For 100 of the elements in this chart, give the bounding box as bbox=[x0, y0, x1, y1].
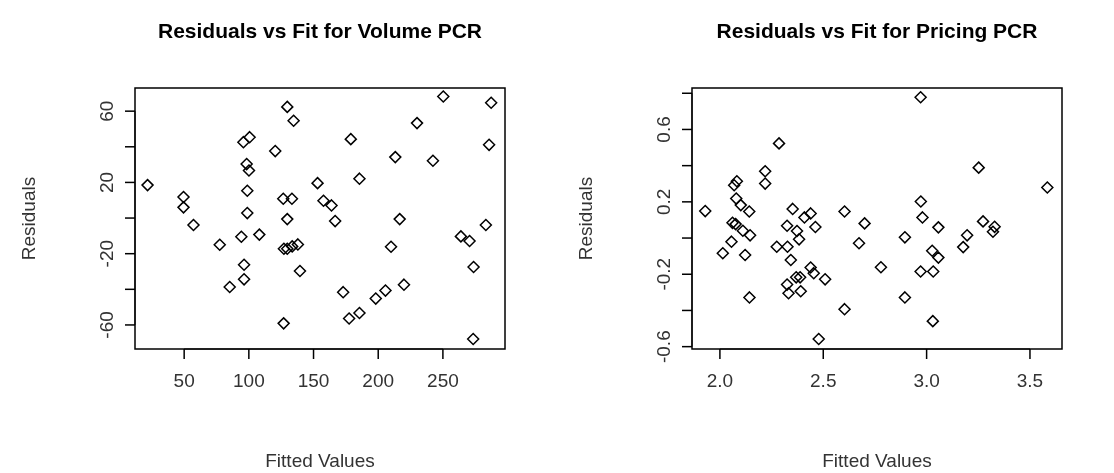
point bbox=[812, 332, 825, 346]
point bbox=[758, 177, 772, 190]
point bbox=[285, 192, 299, 206]
point bbox=[725, 235, 738, 248]
point bbox=[743, 291, 756, 304]
point bbox=[794, 285, 807, 298]
point bbox=[237, 135, 250, 149]
y-tick-label: 0.2 bbox=[653, 188, 674, 216]
point bbox=[353, 306, 366, 320]
point bbox=[463, 234, 476, 248]
point bbox=[285, 240, 299, 253]
y-tick-label: -60 bbox=[96, 311, 117, 339]
point bbox=[277, 192, 290, 206]
x-tick-label: 150 bbox=[297, 370, 330, 391]
point bbox=[241, 184, 254, 198]
point bbox=[736, 224, 750, 238]
point bbox=[926, 314, 940, 328]
point bbox=[243, 130, 256, 144]
y-axis-title: Residuals bbox=[18, 176, 39, 261]
point bbox=[466, 332, 480, 346]
point bbox=[393, 212, 406, 226]
point bbox=[925, 244, 939, 257]
point bbox=[384, 240, 398, 253]
point bbox=[291, 238, 305, 251]
point bbox=[770, 240, 783, 253]
point bbox=[389, 150, 402, 164]
point bbox=[809, 220, 822, 234]
point bbox=[141, 178, 154, 192]
point bbox=[253, 228, 266, 241]
point bbox=[342, 312, 356, 325]
point bbox=[956, 240, 970, 254]
point bbox=[898, 291, 912, 304]
point bbox=[730, 174, 744, 188]
point bbox=[1041, 181, 1054, 194]
point bbox=[281, 100, 294, 114]
point bbox=[213, 238, 226, 252]
point bbox=[311, 176, 324, 190]
point bbox=[268, 144, 282, 158]
point bbox=[790, 224, 804, 238]
point bbox=[379, 284, 392, 297]
point bbox=[281, 242, 294, 255]
point bbox=[369, 292, 383, 305]
point bbox=[772, 137, 786, 150]
point bbox=[782, 287, 795, 300]
point bbox=[426, 154, 440, 167]
point bbox=[798, 211, 811, 224]
chart-title: Residuals vs Fit for Pricing PCR bbox=[716, 19, 1038, 42]
point bbox=[336, 285, 350, 299]
point bbox=[804, 261, 817, 274]
x-tick-label: 100 bbox=[232, 370, 265, 391]
point bbox=[328, 214, 342, 228]
point bbox=[454, 230, 468, 243]
point bbox=[325, 199, 338, 212]
point bbox=[838, 205, 851, 218]
point bbox=[242, 164, 256, 177]
point bbox=[237, 273, 251, 286]
point bbox=[789, 271, 803, 284]
point bbox=[727, 178, 741, 192]
point bbox=[792, 233, 806, 246]
point bbox=[932, 221, 945, 234]
y-tick-label: -0.2 bbox=[653, 257, 674, 291]
y-axis-title: Residuals bbox=[575, 176, 596, 261]
point bbox=[467, 260, 480, 274]
point bbox=[698, 204, 712, 218]
point bbox=[235, 230, 248, 244]
point bbox=[482, 138, 496, 152]
point bbox=[916, 211, 929, 224]
point bbox=[780, 219, 794, 232]
point bbox=[241, 206, 254, 220]
point bbox=[786, 202, 799, 216]
point bbox=[986, 225, 1000, 238]
point bbox=[758, 165, 772, 178]
point bbox=[240, 157, 253, 171]
point bbox=[437, 90, 450, 103]
point bbox=[914, 265, 927, 278]
point bbox=[716, 247, 730, 260]
x-tick-label: 250 bbox=[427, 370, 459, 391]
point bbox=[898, 231, 912, 244]
point bbox=[177, 201, 190, 214]
point bbox=[807, 266, 820, 280]
point bbox=[780, 278, 794, 291]
point bbox=[277, 317, 290, 330]
point bbox=[858, 217, 871, 230]
point bbox=[988, 220, 1001, 234]
point bbox=[734, 198, 748, 212]
point bbox=[793, 271, 807, 284]
point bbox=[804, 207, 817, 220]
point bbox=[223, 280, 236, 294]
point bbox=[960, 229, 974, 242]
point bbox=[397, 278, 411, 291]
point bbox=[277, 242, 291, 255]
x-tick-label: 3.5 bbox=[1016, 370, 1044, 391]
point bbox=[317, 194, 330, 208]
point bbox=[743, 205, 756, 218]
point bbox=[738, 248, 752, 262]
y-tick-label: 20 bbox=[96, 171, 117, 193]
x-tick-label: 50 bbox=[173, 370, 195, 391]
y-tick-label: 0.6 bbox=[653, 116, 674, 143]
chart-title: Residuals vs Fit for Volume PCR bbox=[157, 19, 483, 42]
x-tick-label: 2.5 bbox=[810, 370, 837, 391]
